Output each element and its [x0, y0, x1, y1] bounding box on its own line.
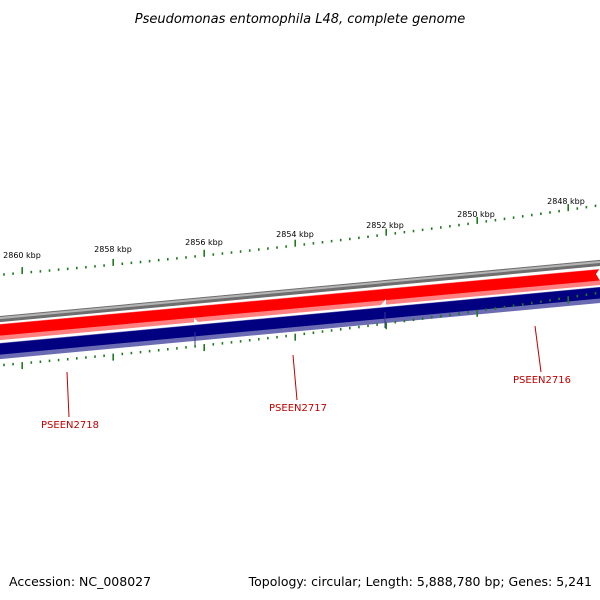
gene-label-pseen2718: PSEEN2718 [41, 420, 99, 431]
outer-scale-ticks [3, 204, 597, 276]
reverse-strand [0, 286, 600, 360]
backbone-arc [0, 259, 600, 323]
gene-label-pseen2716: PSEEN2716 [513, 375, 571, 386]
gene-label-pseen2717: PSEEN2717 [269, 403, 327, 414]
footer-accession: Accession: NC_008027 [9, 574, 152, 589]
scale-label: 2854 kbp [276, 230, 314, 239]
scale-label: 2852 kbp [366, 221, 404, 230]
scale-label: 2848 kbp [547, 197, 585, 206]
scale-label: 2858 kbp [94, 245, 132, 254]
inner-scale-ticks [3, 292, 597, 370]
gene-label-leaders [66, 325, 542, 418]
forward-strand [0, 268, 600, 341]
gene-labels: PSEEN2718 PSEEN2717 PSEEN2716 [41, 375, 571, 431]
scale-label: 2850 kbp [457, 210, 495, 219]
scale-labels: 2860 kbp 2858 kbp 2856 kbp 2854 kbp 2852… [3, 197, 585, 260]
scale-label: 2860 kbp [3, 251, 41, 260]
footer-stats: Topology: circular; Length: 5,888,780 bp… [248, 574, 592, 589]
scale-label: 2856 kbp [185, 238, 223, 247]
genome-title: Pseudomonas entomophila L48, complete ge… [135, 12, 466, 27]
